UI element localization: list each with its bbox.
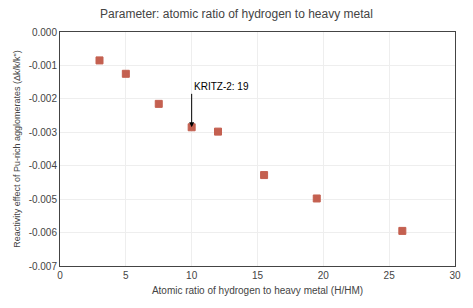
svg-text:-0.001: -0.001	[29, 60, 58, 71]
svg-text:25: 25	[384, 270, 396, 281]
svg-text:-0.004: -0.004	[29, 160, 58, 171]
svg-text:Atomic ratio of hydrogen to he: Atomic ratio of hydrogen to heavy metal …	[152, 285, 363, 296]
svg-text:0.000: 0.000	[32, 27, 57, 38]
svg-text:-0.006: -0.006	[29, 227, 58, 238]
svg-text:30: 30	[449, 270, 461, 281]
svg-text:-0.007: -0.007	[29, 261, 58, 272]
svg-text:KRITZ-2: 19: KRITZ-2: 19	[194, 81, 249, 92]
svg-text:5: 5	[123, 270, 129, 281]
svg-text:-0.002: -0.002	[29, 93, 58, 104]
svg-text:-0.003: -0.003	[29, 127, 58, 138]
svg-text:Reactivity effect of Pu-rich a: Reactivity effect of Pu-rich agglomerate…	[12, 50, 22, 248]
svg-text:0: 0	[57, 270, 63, 281]
svg-text:15: 15	[252, 270, 264, 281]
svg-text:20: 20	[318, 270, 330, 281]
svg-text:10: 10	[186, 270, 198, 281]
svg-text:Parameter: atomic ratio of hyd: Parameter: atomic ratio of hydrogen to h…	[100, 7, 373, 21]
svg-text:-0.005: -0.005	[29, 194, 58, 205]
